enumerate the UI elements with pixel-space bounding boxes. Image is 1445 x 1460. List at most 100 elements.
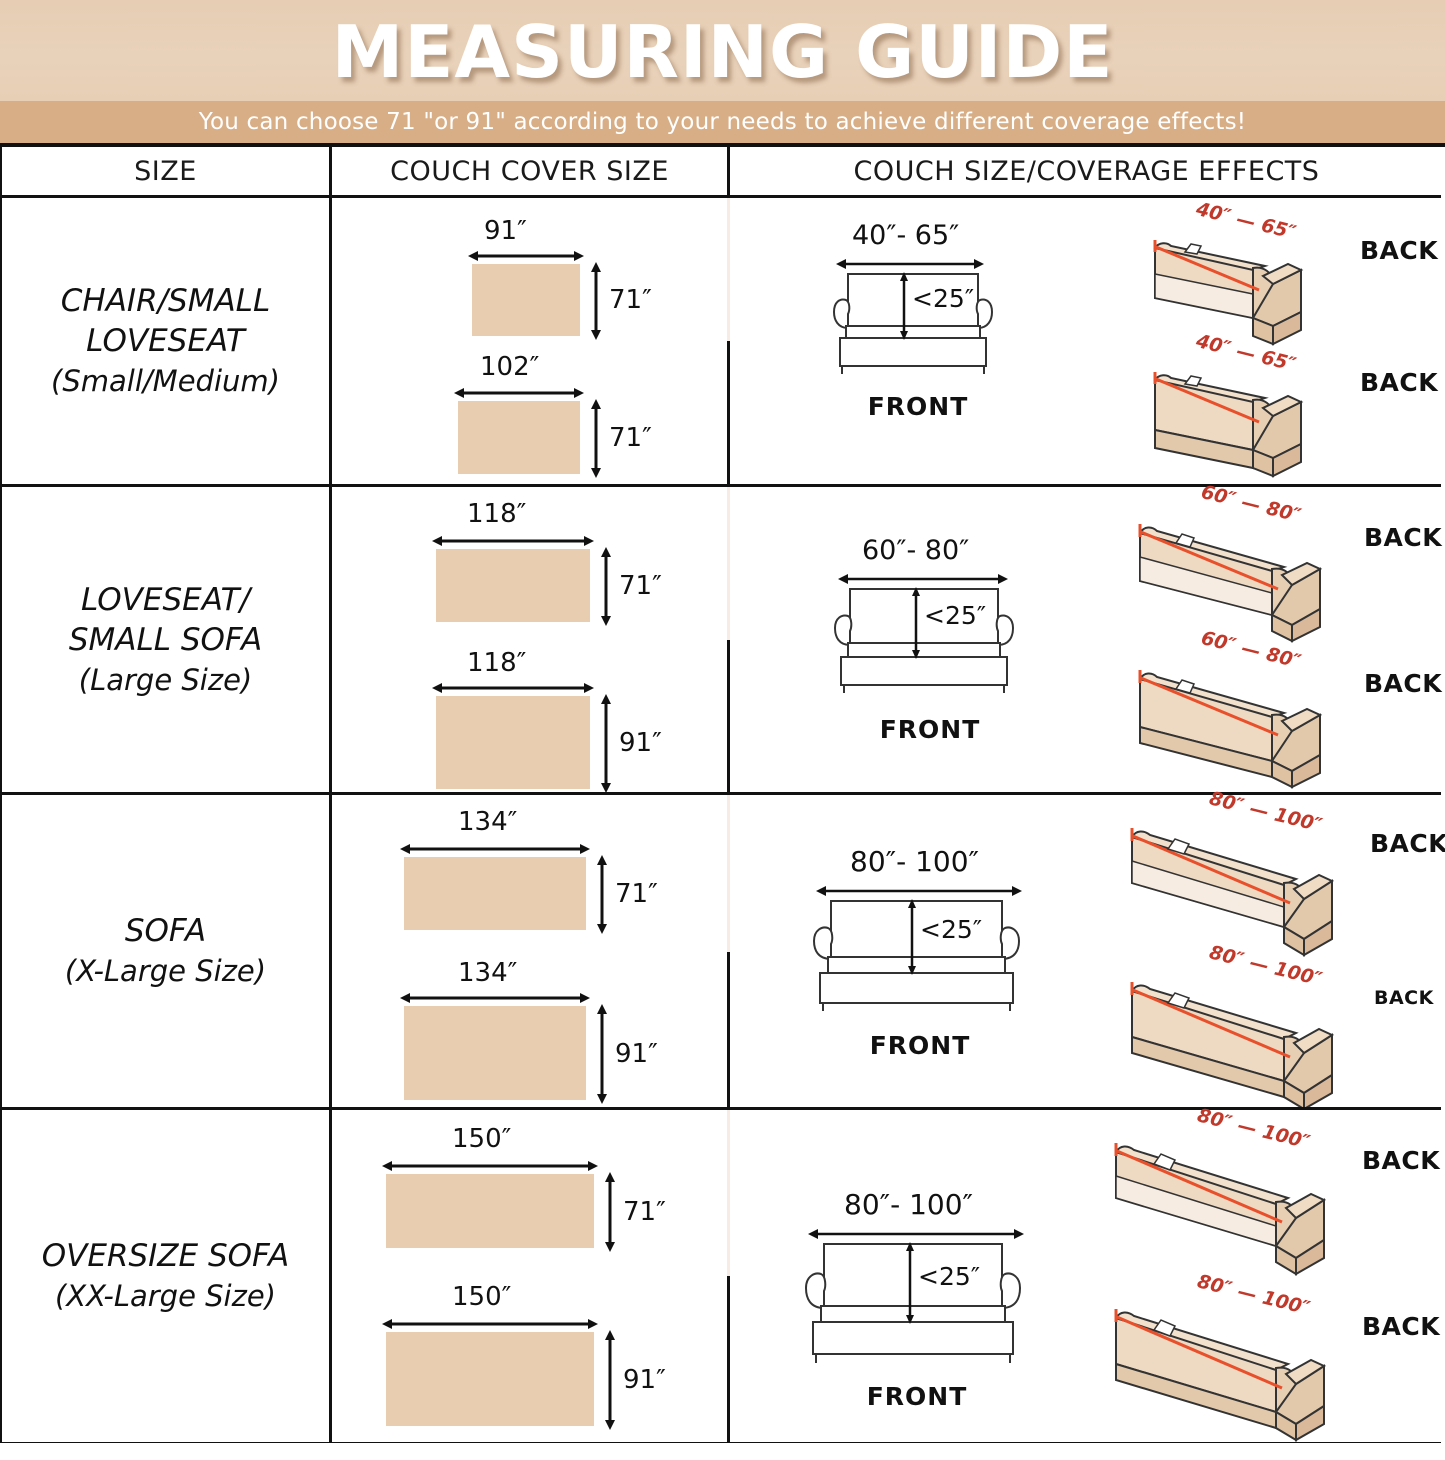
cover-height-label: 91″ (619, 728, 662, 758)
cover-diagram: 150″ 91″ (332, 1276, 727, 1442)
height-arrow (605, 1172, 615, 1252)
width-arrow (382, 1161, 598, 1171)
table-row: SOFA (X-Large Size) 134″ 71″ (2, 787, 1445, 1111)
size-name-line1: CHAIR/SMALL (60, 283, 271, 319)
front-sofa-diagram: 40″- 65″ (808, 220, 1028, 435)
size-name-sub: (X-Large Size) (64, 954, 267, 988)
iso-sofa-shape (1114, 1309, 1327, 1442)
height-arrow (597, 1004, 607, 1104)
page-title: MEASURING GUIDE (331, 10, 1114, 94)
iso-sofa-shape (1138, 524, 1323, 643)
coverage-cell: 80″- 100″ (730, 1104, 1443, 1442)
iso-sofa-shape (1138, 670, 1323, 789)
cover-height-label: 71″ (609, 285, 652, 315)
cover-rectangle (436, 696, 590, 789)
row-divider (2, 484, 1439, 487)
height-arrow (605, 1330, 615, 1430)
couch-width-label: 80″- 100″ (850, 845, 979, 878)
back-label: BACK (1364, 669, 1443, 698)
width-arrow (816, 886, 1022, 896)
width-arrow (432, 683, 594, 693)
cover-diagram: 134″ 71″ (332, 795, 727, 952)
couch-height-label: <25″ (920, 915, 983, 944)
height-arrow (591, 399, 601, 478)
width-arrow (400, 844, 590, 854)
cover-width-label: 118″ (467, 648, 527, 678)
front-label: FRONT (867, 392, 969, 421)
cover-width-label: 102″ (480, 352, 540, 382)
cover-diagram: 102″ 71″ (332, 341, 727, 484)
iso-sofa-shape (1130, 828, 1335, 957)
iso-sofa-shape (1153, 240, 1304, 346)
size-name-sub: (Large Size) (78, 662, 253, 697)
back-label: BACK (1362, 1146, 1441, 1175)
cover-rectangle (404, 857, 586, 930)
cover-width-label: 91″ (484, 216, 527, 246)
couch-height-label: <25″ (918, 1262, 981, 1291)
front-sofa-diagram: 60″- 80″ (810, 535, 1050, 745)
sofa-outline (812, 900, 1021, 1011)
height-arrow (601, 547, 611, 626)
cover-rectangle (458, 401, 580, 474)
cover-height-label: 71″ (623, 1197, 666, 1227)
row-divider (2, 792, 1439, 795)
couch-width-label: 80″- 100″ (844, 1188, 973, 1221)
cover-width-label: 134″ (458, 807, 518, 837)
cover-rectangle (386, 1174, 594, 1248)
cover-height-label: 91″ (615, 1039, 658, 1069)
coverage-cell: 60″- 80″ (730, 481, 1443, 792)
size-name-line2: SMALL SOFA (68, 621, 263, 658)
sofa-outline (832, 273, 994, 374)
back-label: BACK (1362, 1312, 1441, 1341)
seat-height-arrow (912, 587, 920, 659)
cover-diagram: 118″ 71″ (332, 487, 727, 640)
size-name-line1: OVERSIZE SOFA (41, 1238, 290, 1274)
row-size-label: OVERSIZE SOFA (XX-Large Size) (2, 1110, 329, 1442)
cover-diagram: 118″ 91″ (332, 640, 727, 793)
width-arrow (838, 574, 1008, 584)
cover-size-cell: 150″ 71″ 150″ (332, 1110, 727, 1442)
table-row: OVERSIZE SOFA (XX-Large Size) 150″ 71″ (2, 1104, 1443, 1442)
row-size-label: CHAIR/SMALL LOVESEAT (Small/Medium) (2, 198, 329, 484)
cover-diagram: 134″ 91″ (332, 952, 727, 1107)
column-header-size: SIZE (2, 147, 329, 195)
seat-height-arrow (908, 899, 916, 975)
table-row: LOVESEAT/ SMALL SOFA (Large Size) 118″ (2, 481, 1443, 793)
couch-height-label: <25″ (912, 284, 975, 313)
width-arrow (382, 1319, 598, 1329)
coverage-cell: 80″- 100″ (730, 787, 1445, 1111)
header-row-divider (2, 195, 1439, 198)
cover-height-label: 71″ (609, 423, 652, 453)
size-name-line2: LOVESEAT (86, 323, 245, 359)
cover-width-label: 150″ (452, 1282, 512, 1312)
subtitle-bar: You can choose 71 "or 91" according to y… (0, 101, 1445, 147)
cover-rectangle (386, 1332, 594, 1426)
header-banner: MEASURING GUIDE (0, 0, 1445, 101)
row-size-label: SOFA (X-Large Size) (2, 795, 329, 1107)
row-divider (2, 1107, 1439, 1110)
cover-diagram: 91″ 71″ (332, 198, 727, 341)
back-label: BACK (1364, 523, 1443, 552)
width-arrow (400, 993, 590, 1003)
table-row: CHAIR/SMALL LOVESEAT (Small/Medium) 91″ (2, 198, 1443, 484)
front-sofa-diagram: 80″- 100″ (790, 845, 1050, 1060)
back-label: BACK (1370, 829, 1445, 858)
couch-height-label: <25″ (924, 601, 987, 630)
cover-rectangle (472, 264, 580, 336)
front-label: FRONT (879, 715, 981, 744)
width-arrow (454, 388, 584, 398)
width-arrow (836, 259, 984, 269)
height-arrow (601, 694, 611, 793)
back-label: BACK (1374, 987, 1434, 1009)
cover-size-cell: 118″ 71″ 118″ (332, 487, 727, 793)
width-arrow (808, 1229, 1024, 1239)
sofa-outline (804, 1243, 1022, 1363)
column-header-coverage: COUCH SIZE/COVERAGE EFFECTS (730, 147, 1443, 195)
width-arrow (468, 251, 584, 261)
sofa-outline (833, 588, 1015, 693)
front-sofa-diagram: 80″- 100″ (782, 1188, 1052, 1411)
width-arrow (432, 536, 594, 546)
back-label: BACK (1360, 368, 1439, 397)
size-name-line1: LOVESEAT/ (80, 581, 251, 618)
